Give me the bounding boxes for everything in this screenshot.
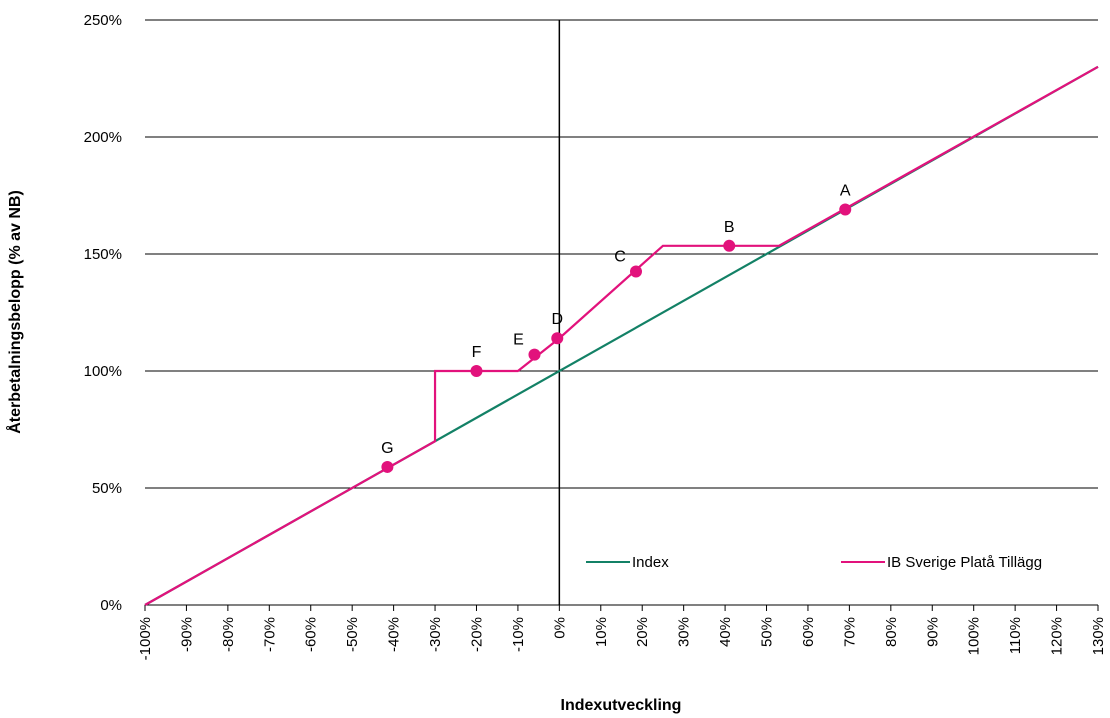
data-point-label: G xyxy=(381,440,393,457)
tick-labels: 0% 50% 100% 150% 200% 250% -100% -90% -80% -70% -6… xyxy=(84,12,1107,660)
x-tick-label: -90% xyxy=(178,617,195,652)
x-tick-label: 50% xyxy=(759,617,776,647)
data-point-label: F xyxy=(472,344,482,361)
x-tick-label: -80% xyxy=(220,617,237,652)
x-tick-label: -70% xyxy=(261,617,278,652)
data-point-d xyxy=(551,332,564,345)
x-tick-label: 0% xyxy=(551,617,568,639)
x-tick-label: 20% xyxy=(634,617,651,647)
x-tick-label: 60% xyxy=(800,617,817,647)
data-point-g xyxy=(381,460,394,473)
data-points: A B C D E F G xyxy=(381,183,852,473)
data-point-a xyxy=(839,203,852,216)
x-tick-label: 10% xyxy=(593,617,610,647)
x-tick-label: -100% xyxy=(137,617,154,660)
data-point-c xyxy=(630,265,643,278)
y-tick-label: 250% xyxy=(84,12,122,29)
y-tick-label: 0% xyxy=(100,597,122,614)
y-tick-label: 150% xyxy=(84,246,122,263)
x-tick-label: -30% xyxy=(427,617,444,652)
y-tick-label: 100% xyxy=(84,363,122,380)
data-point-label: D xyxy=(551,311,563,328)
series xyxy=(144,65,1099,606)
y-tick-label: 200% xyxy=(84,129,122,146)
data-point-label: A xyxy=(840,183,851,200)
x-tick-label: -20% xyxy=(468,617,485,652)
x-tick-label: -10% xyxy=(510,617,527,652)
data-point-b xyxy=(723,239,736,252)
x-tick-label: 80% xyxy=(883,617,900,647)
data-point-label: E xyxy=(513,332,524,349)
x-tick-label: 130% xyxy=(1090,617,1107,655)
x-tick-label: 70% xyxy=(841,617,858,647)
legend-label-ib: IB Sverige Platå Tillägg xyxy=(887,554,1042,571)
y-tick-label: 50% xyxy=(92,480,122,497)
x-tick-label: 100% xyxy=(966,617,983,655)
legend-label-index: Index xyxy=(632,554,669,571)
gridlines xyxy=(145,19,1098,489)
x-tick-label: 40% xyxy=(717,617,734,647)
data-point-f xyxy=(470,365,483,377)
x-tick-label: 90% xyxy=(924,617,941,647)
y-axis-title: Återbetalningsbelopp (% av NB) xyxy=(5,190,24,434)
x-tick-label: 30% xyxy=(676,617,693,647)
x-axis-title: Indexutveckling xyxy=(561,697,682,714)
x-tick-label: -60% xyxy=(303,617,320,652)
x-tick-label: -40% xyxy=(386,617,403,652)
x-tick-label: 110% xyxy=(1007,617,1024,654)
x-tick-label: 120% xyxy=(1049,617,1066,655)
data-point-e xyxy=(528,348,541,361)
data-point-label: B xyxy=(724,219,735,236)
axes xyxy=(144,20,1099,611)
x-tick-label: -50% xyxy=(344,617,361,652)
legend: Index IB Sverige Platå Tillägg xyxy=(586,554,1042,571)
data-point-label: C xyxy=(614,249,626,266)
